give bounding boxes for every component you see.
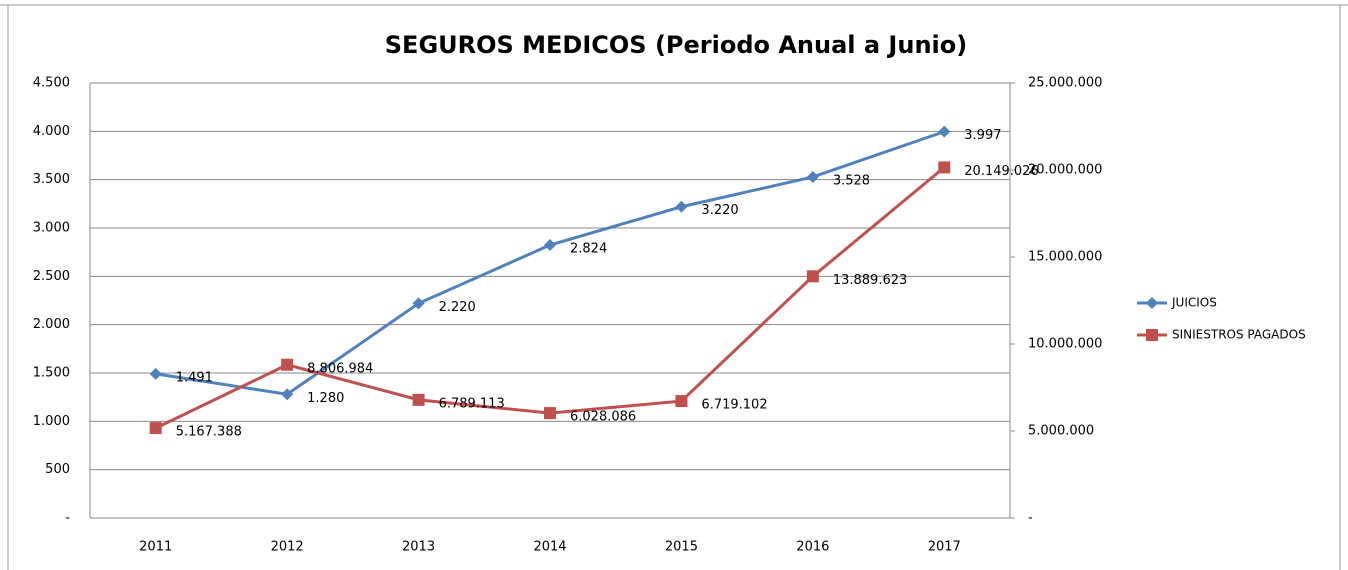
x-tick-label: 2014 xyxy=(533,540,566,555)
data-label: 5.167.388 xyxy=(176,425,242,440)
marker xyxy=(149,367,162,380)
marker xyxy=(938,161,951,174)
y-tick-label: 4.500 xyxy=(33,76,70,91)
legend-label: JUICIOS xyxy=(1171,296,1217,310)
y2-tick-label: 10.000.000 xyxy=(1028,337,1102,352)
data-label: 1.280 xyxy=(307,391,344,406)
marker xyxy=(675,200,688,213)
data-label: 3.220 xyxy=(701,203,738,218)
data-label: 3.997 xyxy=(964,128,1001,143)
marker xyxy=(1146,297,1158,309)
y-tick-label: 1.000 xyxy=(33,414,70,429)
legend-label: SINIESTROS PAGADOS xyxy=(1172,328,1306,342)
marker xyxy=(149,422,162,435)
chart-title: SEGUROS MEDICOS (Periodo Anual a Junio) xyxy=(385,31,967,59)
y-tick-label: 500 xyxy=(45,462,70,477)
data-label: 3.528 xyxy=(833,173,870,188)
x-tick-label: 2013 xyxy=(402,540,435,555)
marker xyxy=(412,393,425,406)
data-label: 1.491 xyxy=(176,370,213,385)
data-label: 6.719.102 xyxy=(701,398,767,413)
x-tick-label: 2012 xyxy=(271,540,304,555)
y2-tick-label: 25.000.000 xyxy=(1028,76,1102,91)
y2-tick-label: 20.000.000 xyxy=(1028,163,1102,178)
marker xyxy=(544,239,556,252)
marker xyxy=(806,170,819,183)
marker xyxy=(281,358,294,371)
marker xyxy=(675,395,688,408)
y-tick-label: 4.000 xyxy=(33,124,70,139)
data-label: 2.824 xyxy=(570,242,607,257)
marker xyxy=(412,297,425,310)
y2-tick-label: - xyxy=(1028,511,1033,526)
x-tick-label: 2017 xyxy=(928,540,961,555)
y-tick-label: 1.500 xyxy=(33,366,70,381)
y-tick-label: 2.000 xyxy=(33,317,70,332)
marker xyxy=(806,270,819,283)
data-label: 6.789.113 xyxy=(439,396,505,411)
marker xyxy=(281,388,294,401)
y2-tick-label: 5.000.000 xyxy=(1028,424,1094,439)
x-tick-label: 2011 xyxy=(139,540,172,555)
y2-tick-label: 15.000.000 xyxy=(1028,250,1102,265)
data-label: 2.220 xyxy=(439,300,476,315)
x-tick-label: 2016 xyxy=(796,540,829,555)
y-tick-label: 3.000 xyxy=(33,221,70,236)
data-label: 13.889.623 xyxy=(833,273,907,288)
data-label: 8.806.984 xyxy=(307,361,373,376)
y-tick-label: - xyxy=(65,511,70,526)
x-tick-label: 2015 xyxy=(665,540,698,555)
marker xyxy=(1146,329,1158,341)
marker xyxy=(938,125,951,138)
y-tick-label: 2.500 xyxy=(33,269,70,284)
data-label: 6.028.086 xyxy=(570,410,636,425)
y-tick-label: 3.500 xyxy=(33,172,70,187)
marker xyxy=(544,407,556,420)
data-label: 20.149.026 xyxy=(964,164,1038,179)
